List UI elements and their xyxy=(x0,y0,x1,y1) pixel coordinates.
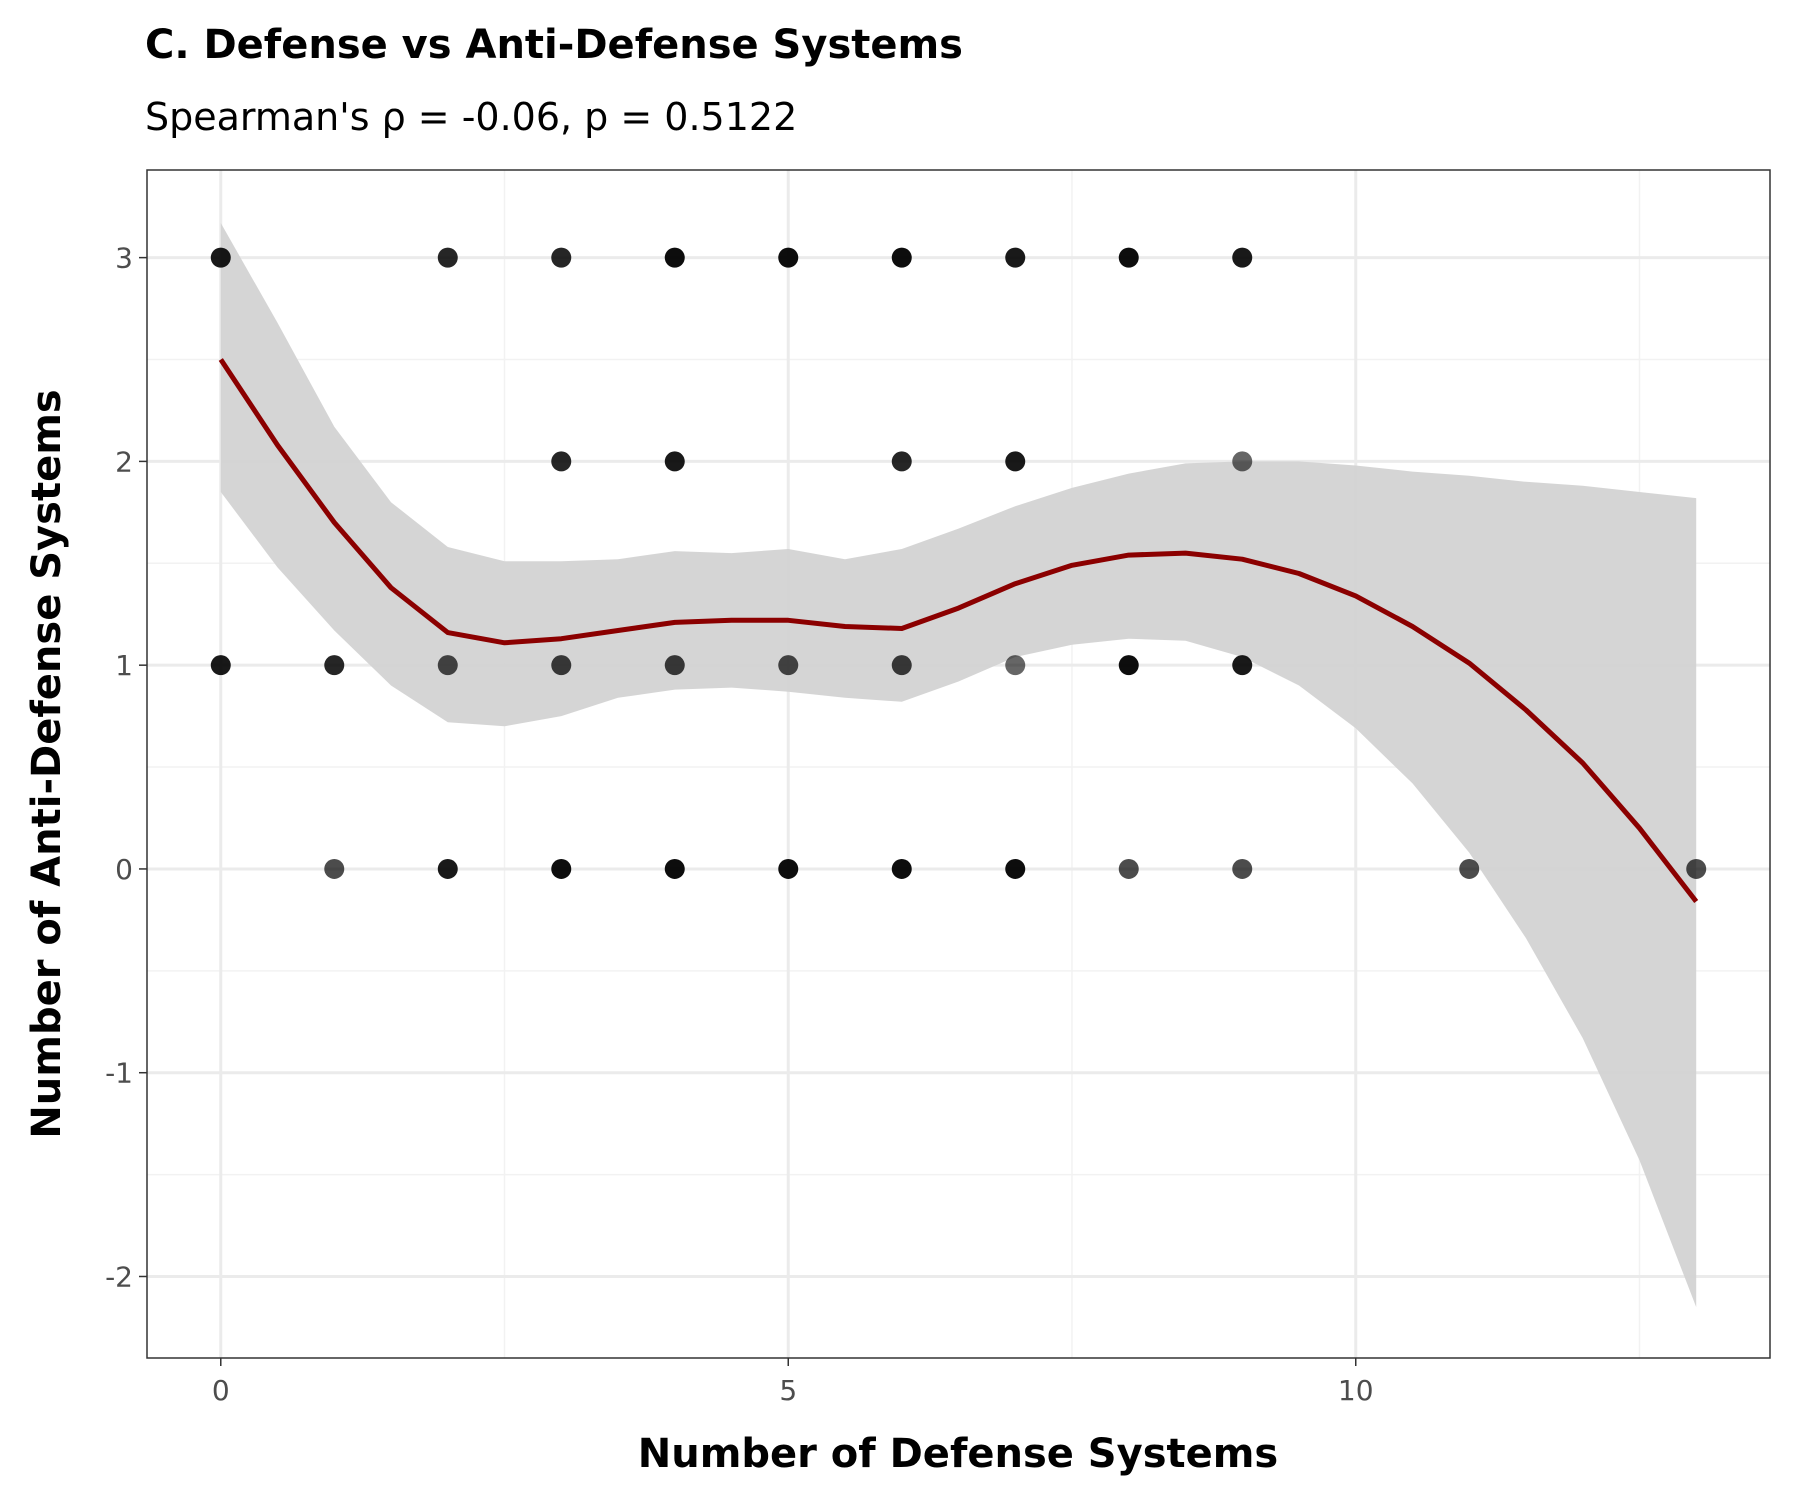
data-point xyxy=(437,247,458,268)
smooth-line xyxy=(218,358,1699,904)
data-point xyxy=(1005,247,1026,268)
data-point xyxy=(210,247,231,268)
data-point xyxy=(551,451,572,472)
data-point xyxy=(891,247,912,268)
data-point xyxy=(1005,655,1026,676)
y-tick-label: -1 xyxy=(105,1057,133,1090)
smooth-line-group xyxy=(218,358,1699,904)
x-tick-label: 10 xyxy=(1338,1374,1374,1407)
data-point xyxy=(551,655,572,676)
chart-subtitle: Spearman's ρ = -0.06, p = 0.5122 xyxy=(145,95,797,139)
data-point xyxy=(1232,247,1253,268)
y-tick-label: 1 xyxy=(115,649,133,682)
y-axis-ticks: -2 -1 0 1 2 3 xyxy=(105,242,147,1293)
data-points xyxy=(210,247,1707,879)
data-point xyxy=(551,858,572,879)
plot-border xyxy=(146,169,1771,1359)
confidence-ribbon xyxy=(220,223,1697,1308)
data-point xyxy=(778,247,799,268)
chart-title: C. Defense vs Anti-Defense Systems xyxy=(145,22,963,68)
data-point xyxy=(664,655,685,676)
data-point xyxy=(1118,858,1139,879)
data-point xyxy=(891,451,912,472)
data-point xyxy=(664,858,685,879)
data-point xyxy=(1232,451,1253,472)
data-point xyxy=(1118,247,1139,268)
data-point xyxy=(891,655,912,676)
x-axis-title: Number of Defense Systems xyxy=(638,1431,1279,1477)
data-point xyxy=(324,858,345,879)
data-point xyxy=(210,655,231,676)
data-point xyxy=(664,451,685,472)
confidence-ribbon-group xyxy=(220,223,1697,1308)
data-point xyxy=(324,655,345,676)
data-point xyxy=(1005,858,1026,879)
data-point xyxy=(778,858,799,879)
x-tick-label: 5 xyxy=(779,1374,797,1407)
x-axis-ticks: 0 5 10 xyxy=(212,1358,1374,1407)
x-tick-label: 0 xyxy=(212,1374,230,1407)
data-point xyxy=(437,858,458,879)
data-point xyxy=(551,247,572,268)
y-tick-label: 2 xyxy=(115,445,133,478)
data-point xyxy=(1232,655,1253,676)
y-tick-label: -2 xyxy=(105,1260,133,1293)
data-point xyxy=(1459,858,1480,879)
data-point xyxy=(664,247,685,268)
y-tick-label: 0 xyxy=(115,853,133,886)
data-point xyxy=(1232,858,1253,879)
data-point xyxy=(1005,451,1026,472)
data-point xyxy=(437,655,458,676)
data-point xyxy=(891,858,912,879)
data-point xyxy=(1118,655,1139,676)
data-point xyxy=(1686,858,1707,879)
y-tick-label: 3 xyxy=(115,242,133,275)
y-axis-title: Number of Anti-Defense Systems xyxy=(24,389,70,1138)
data-point xyxy=(778,655,799,676)
